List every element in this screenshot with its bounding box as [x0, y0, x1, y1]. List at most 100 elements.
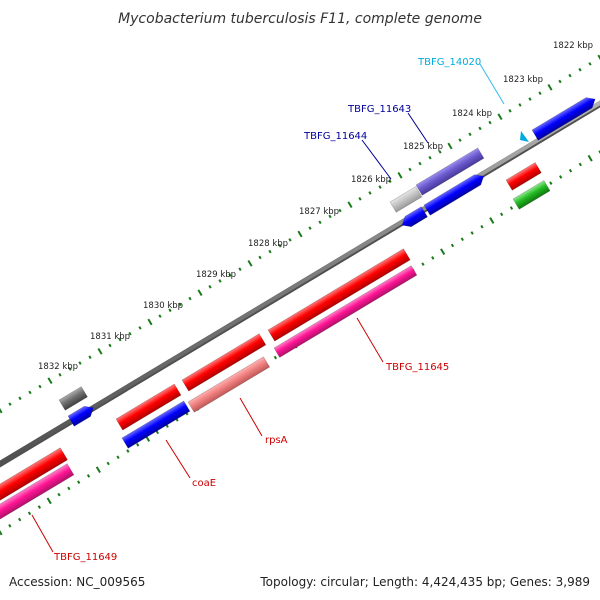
tick-mark — [155, 430, 160, 435]
tick-mark — [278, 243, 282, 248]
gene-features — [0, 94, 598, 522]
tick-mark — [518, 103, 522, 107]
tick-mark — [288, 238, 292, 242]
tick-mark — [338, 208, 342, 213]
tick-mark — [38, 384, 42, 389]
tick-mark — [228, 273, 232, 277]
tick-mark — [165, 424, 169, 428]
feature-red-rpsa[interactable] — [181, 333, 267, 392]
tick-mark — [57, 492, 61, 497]
tick-mark — [408, 167, 412, 172]
tick-mark — [558, 79, 562, 84]
tick-mark — [106, 461, 110, 466]
feature-blue-coae[interactable] — [121, 400, 191, 449]
feature-blue-left[interactable] — [67, 403, 96, 427]
feature-pink-tbfg-11649[interactable] — [0, 463, 75, 522]
tick-mark — [500, 212, 504, 217]
tick-mark — [78, 361, 82, 365]
tick-mark — [58, 372, 62, 377]
tick-mark — [95, 466, 101, 474]
label-tbfg-11649[interactable]: TBFG_11649 — [53, 552, 117, 563]
feature-lightgray-tbfg-11644[interactable] — [389, 186, 423, 213]
tick-mark — [297, 230, 303, 238]
tick-mark — [450, 243, 455, 248]
tick-label: 1831 kbp — [90, 332, 130, 342]
tick-mark — [27, 511, 32, 516]
label-tbfg-14020[interactable]: TBFG_14020 — [417, 57, 481, 68]
tick-mark — [438, 150, 442, 154]
label-rpsa[interactable]: rpsA — [265, 435, 288, 446]
tick-mark — [138, 326, 142, 330]
tick-mark — [158, 314, 162, 318]
feature-purple-tbfg-11643[interactable] — [415, 147, 485, 196]
tick-mark — [538, 91, 542, 96]
tick-mark — [188, 296, 192, 301]
feature-salmon-rpsa[interactable] — [187, 356, 271, 413]
tick-mark — [258, 255, 262, 260]
map-title: Mycobacterium tuberculosis F11, complete… — [118, 11, 482, 27]
tick-label: 1824 kbp — [452, 109, 492, 119]
tick-mark — [368, 191, 372, 195]
tick-mark — [318, 220, 322, 225]
tick-mark — [68, 367, 72, 371]
tick-mark — [468, 132, 472, 137]
tick-mark — [470, 231, 474, 235]
tick-mark — [88, 355, 92, 360]
feature-pink-tbfg-11645[interactable] — [273, 265, 418, 358]
tick-mark — [126, 449, 130, 453]
tick-mark — [268, 249, 272, 254]
feature-red-right[interactable] — [505, 162, 542, 191]
genome-backbone — [0, 100, 600, 468]
label-coae[interactable]: coaE — [192, 478, 216, 489]
tick-mark — [378, 185, 382, 189]
tick-mark — [8, 402, 12, 406]
feature-gray-left[interactable] — [58, 386, 88, 411]
tick-mark — [37, 505, 41, 509]
tick-label: 1832 kbp — [38, 362, 78, 372]
tick-mark — [568, 168, 573, 173]
feature-red-coae[interactable] — [115, 383, 182, 431]
tick-mark — [347, 201, 353, 209]
tick-mark — [528, 97, 532, 101]
tick-mark — [418, 161, 422, 166]
tick-mark — [0, 408, 3, 414]
tick-mark — [428, 155, 432, 160]
tick-mark — [147, 318, 153, 326]
tick-mark — [568, 73, 572, 78]
tick-mark — [421, 262, 425, 266]
tick-mark — [128, 331, 132, 336]
feature-red-tbfg-11645[interactable] — [267, 248, 411, 342]
tick-mark — [431, 256, 435, 260]
feature-green[interactable] — [512, 180, 551, 210]
tick-mark — [218, 279, 222, 283]
tick-label: 1822 kbp — [553, 41, 593, 51]
tick-mark — [0, 530, 3, 536]
tick-mark — [28, 390, 32, 395]
tick-mark — [488, 120, 492, 125]
tick-label: 1823 kbp — [503, 75, 543, 85]
tick-mark — [547, 83, 553, 91]
tick-mark — [559, 175, 563, 179]
tick-label: 1830 kbp — [143, 301, 183, 311]
tick-mark — [578, 162, 582, 167]
tick-mark — [197, 289, 203, 297]
tick-mark — [549, 181, 553, 185]
tick-mark — [136, 442, 140, 447]
tick-mark — [597, 54, 600, 60]
tick-label: 1826 kbp — [351, 175, 391, 185]
feature-red-tbfg-11649[interactable] — [0, 447, 68, 503]
tick-mark — [358, 196, 362, 201]
tick-label: 1825 kbp — [403, 142, 443, 152]
tick-mark — [67, 486, 71, 491]
feature-blue-right[interactable] — [423, 171, 487, 216]
tick-mark — [273, 355, 278, 360]
feature-blue-tbfg-14020[interactable] — [531, 94, 598, 141]
label-tbfg-11643[interactable]: TBFG_11643 — [347, 104, 411, 115]
feature-blue-small[interactable] — [399, 206, 428, 231]
gene-labels: TBFG_14020 TBFG_11643 TBFG_11644 TBFG_11… — [31, 57, 529, 563]
tick-mark — [238, 267, 242, 272]
tick-label: 1828 kbp — [248, 239, 288, 249]
label-tbfg-11645[interactable]: TBFG_11645 — [385, 362, 449, 373]
accession-text: Accession: NC_009565 — [9, 575, 145, 589]
label-tbfg-11644[interactable]: TBFG_11644 — [303, 131, 367, 142]
